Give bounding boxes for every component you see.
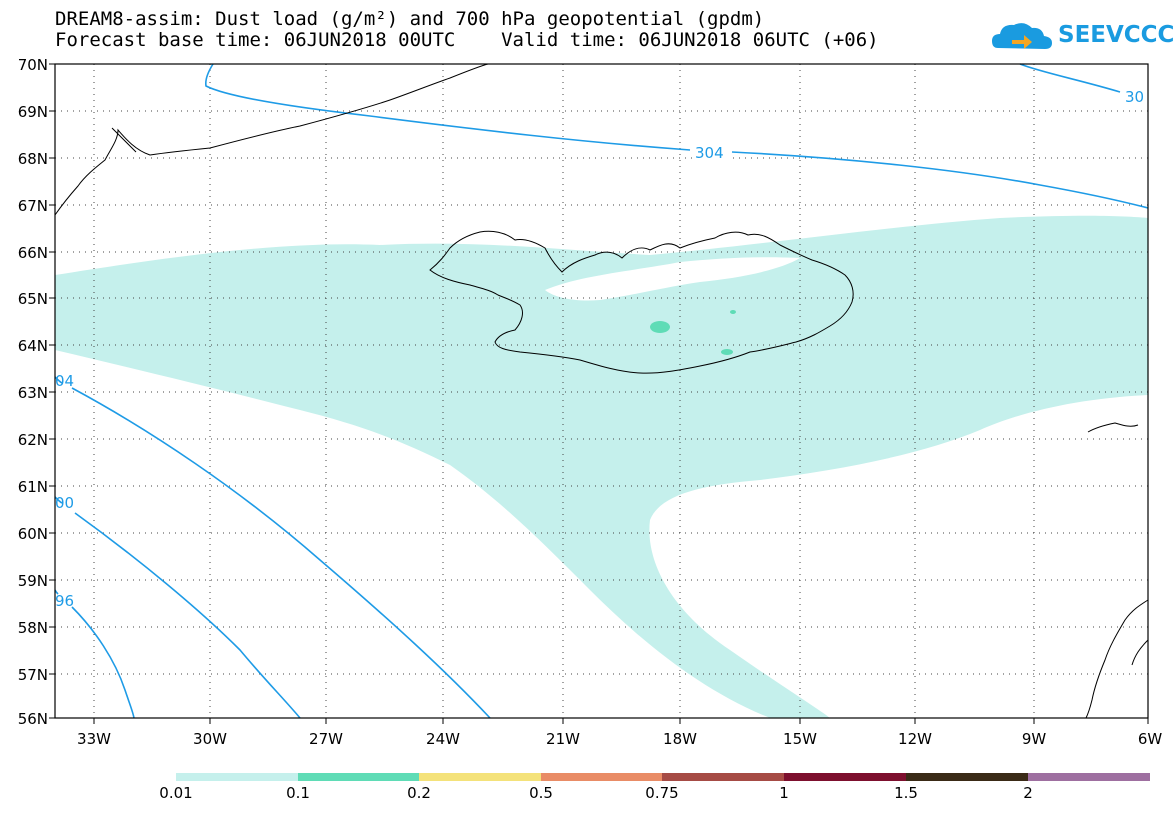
lat-label: 65N: [17, 290, 48, 308]
lon-label: 27W: [309, 730, 343, 748]
colorbar-label: 0.01: [159, 784, 193, 802]
colorbar-label: 0.2: [407, 784, 431, 802]
lat-label: 70N: [17, 56, 48, 74]
lat-label: 59N: [17, 572, 48, 590]
cloud-arrow-icon: [992, 23, 1052, 49]
lat-label: 66N: [17, 244, 48, 262]
colorbar-swatch: [906, 773, 1028, 781]
colorbar-swatch: [1028, 773, 1150, 781]
map-title: DREAM8-assim: Dust load (g/m²) and 700 h…: [55, 8, 765, 30]
colorbar-label: 0.5: [529, 784, 553, 802]
lat-label: 63N: [17, 384, 48, 402]
dust-patch: [730, 310, 736, 314]
lon-label: 24W: [426, 730, 460, 748]
colorbar-swatch: [541, 773, 662, 781]
contour-label: 304: [695, 144, 724, 162]
contour-label: 04: [55, 372, 74, 390]
lat-label: 61N: [17, 478, 48, 496]
map-frame: [54, 63, 1149, 719]
colorbar-swatch: [298, 773, 419, 781]
dust-plume: [55, 215, 1148, 718]
lat-label: 57N: [17, 666, 48, 684]
lon-label: 9W: [1021, 730, 1047, 748]
dust-patch: [650, 321, 670, 333]
lat-label: 60N: [17, 525, 48, 543]
colorbar-label: 0.75: [645, 784, 679, 802]
lat-label: 67N: [17, 197, 48, 215]
lat-label: 56N: [17, 710, 48, 728]
colorbar-label: 2: [1023, 784, 1033, 802]
lon-label: 18W: [663, 730, 697, 748]
axis-ticks: [49, 63, 1149, 724]
lat-label: 69N: [17, 103, 48, 121]
colorbar-swatch: [662, 773, 784, 781]
map-subtitle: Forecast base time: 06JUN2018 00UTC Vali…: [55, 29, 879, 51]
contour-label: 30: [1125, 88, 1144, 106]
colorbar-label: 1: [779, 784, 789, 802]
colorbar-label: 1.5: [894, 784, 918, 802]
logo-text: SEEVCCC: [1058, 22, 1175, 48]
colorbar-label: 0.1: [286, 784, 310, 802]
lon-label: 6W: [1137, 730, 1163, 748]
colorbar-swatch: [784, 773, 906, 781]
lon-label: 33W: [77, 730, 111, 748]
clear-area: [545, 257, 800, 301]
lon-label: 30W: [193, 730, 227, 748]
dust-patch: [721, 349, 733, 355]
colorbar-swatch: [176, 773, 298, 781]
lat-label: 64N: [17, 337, 48, 355]
lon-label: 15W: [783, 730, 817, 748]
coastlines: [54, 63, 1149, 719]
contour-label: 00: [55, 494, 74, 512]
colorbar-swatch: [419, 773, 541, 781]
grid-lines: [55, 64, 1148, 718]
seevccc-logo: [990, 18, 1140, 58]
lat-label: 58N: [17, 619, 48, 637]
contour-label: 96: [55, 592, 74, 610]
lat-label: 68N: [17, 150, 48, 168]
lon-label: 12W: [898, 730, 932, 748]
lon-label: 21W: [546, 730, 580, 748]
colorbar: [176, 773, 1150, 781]
lat-label: 62N: [17, 431, 48, 449]
